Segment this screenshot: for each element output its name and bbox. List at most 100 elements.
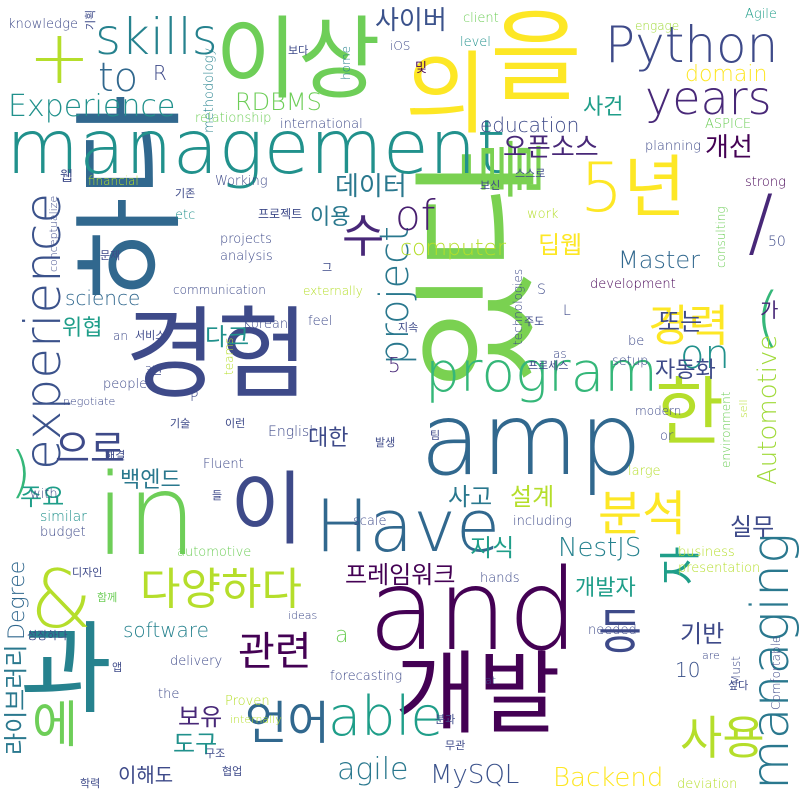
word: ideas bbox=[288, 609, 318, 622]
word: 앱 bbox=[112, 661, 123, 674]
word: negotiate bbox=[63, 395, 116, 408]
word: international bbox=[280, 117, 363, 132]
word: as bbox=[553, 347, 567, 361]
word: 협업 bbox=[222, 765, 243, 778]
word: Master bbox=[618, 246, 700, 274]
word: 50 bbox=[768, 234, 786, 250]
word: 이용 bbox=[310, 205, 351, 230]
word: Proven bbox=[225, 694, 270, 709]
word: feel bbox=[308, 314, 333, 329]
word: 이해도 bbox=[118, 763, 174, 787]
word: 및 bbox=[415, 61, 427, 76]
word: at bbox=[485, 674, 497, 687]
word: ASPICE bbox=[705, 117, 752, 132]
word: deviation bbox=[677, 777, 738, 792]
word: science bbox=[65, 286, 141, 310]
word: financial bbox=[88, 174, 139, 188]
word: delivery bbox=[170, 654, 223, 669]
word: 주요 bbox=[20, 483, 65, 511]
word: education bbox=[480, 113, 580, 137]
word: scale bbox=[353, 514, 387, 529]
word: 사용 bbox=[680, 711, 765, 765]
word: 이상 bbox=[215, 7, 381, 112]
word: 문제 bbox=[100, 249, 121, 262]
word: Python bbox=[605, 16, 779, 74]
word: hands bbox=[480, 571, 520, 586]
word: a bbox=[335, 623, 349, 648]
word: English bbox=[268, 424, 319, 440]
word: needed bbox=[588, 623, 637, 638]
word: domain bbox=[685, 62, 768, 87]
word: 사이버 bbox=[375, 6, 447, 36]
word: 서비스 bbox=[135, 329, 166, 342]
word: level bbox=[460, 35, 491, 50]
word: Fluent bbox=[203, 457, 244, 472]
word: planning bbox=[645, 139, 701, 154]
word: iOS bbox=[390, 39, 411, 53]
word: people bbox=[103, 377, 148, 392]
word: 데이터 bbox=[335, 172, 407, 202]
word: home bbox=[339, 45, 353, 80]
word: 경력 bbox=[648, 301, 729, 352]
word: 성장하다 bbox=[27, 629, 68, 642]
word: Have bbox=[315, 484, 501, 568]
word: 들 bbox=[212, 489, 223, 502]
word: 프로젝트 bbox=[258, 207, 303, 221]
word: 자동화 bbox=[655, 358, 716, 383]
word: 설계 bbox=[510, 483, 555, 511]
word: teams bbox=[222, 337, 236, 375]
word: development bbox=[590, 277, 676, 292]
word: setup bbox=[612, 354, 649, 369]
word: amp bbox=[420, 381, 643, 498]
word: 발생 bbox=[375, 436, 396, 449]
word: management bbox=[6, 103, 506, 191]
word: 보다 bbox=[288, 44, 309, 57]
word: 디자인 bbox=[72, 566, 103, 579]
word: software bbox=[123, 618, 209, 642]
word: 지속 bbox=[398, 321, 419, 334]
word: 주도 bbox=[524, 315, 545, 328]
word: an bbox=[113, 329, 128, 343]
word: 개발자 bbox=[575, 576, 636, 601]
word: 구조 bbox=[205, 747, 226, 760]
word: 백엔드 bbox=[120, 468, 181, 493]
word: program bbox=[425, 340, 658, 404]
word: 개선 bbox=[705, 133, 753, 163]
word: 기획 bbox=[84, 9, 97, 30]
word: with bbox=[30, 487, 58, 502]
word: 위협 bbox=[62, 316, 103, 341]
word: 학력 bbox=[80, 777, 101, 790]
word: Automotive bbox=[753, 334, 783, 485]
word: years bbox=[645, 71, 772, 125]
word: including bbox=[513, 514, 572, 529]
word: skills bbox=[95, 8, 218, 66]
word: relationship bbox=[195, 111, 272, 126]
word: 실무 bbox=[730, 513, 775, 541]
word: Degree bbox=[5, 560, 30, 640]
word: R bbox=[153, 61, 167, 85]
word: or bbox=[660, 429, 674, 444]
word: 그 bbox=[322, 261, 333, 274]
word: 함께 bbox=[97, 591, 118, 604]
word: / bbox=[748, 178, 774, 266]
word: 의 bbox=[405, 42, 488, 147]
word: communication bbox=[173, 283, 266, 297]
word: 한 bbox=[655, 368, 725, 456]
word: 팀 bbox=[430, 429, 441, 442]
word: budget bbox=[40, 525, 86, 540]
word: 등 bbox=[598, 604, 643, 660]
word: 가 bbox=[760, 298, 779, 322]
word: 이 bbox=[230, 463, 304, 556]
word: on bbox=[680, 332, 730, 378]
word: P bbox=[190, 389, 199, 405]
word: 과 bbox=[20, 611, 112, 728]
word: projects bbox=[220, 232, 272, 247]
word: Working bbox=[215, 174, 268, 189]
word: Comfortable bbox=[769, 635, 783, 710]
word: L bbox=[563, 303, 571, 319]
word: modern bbox=[635, 404, 682, 418]
word: knowledge bbox=[8, 17, 79, 32]
word: Agile bbox=[745, 7, 777, 22]
word: 10 bbox=[675, 658, 701, 682]
word: 사건 bbox=[583, 95, 624, 120]
